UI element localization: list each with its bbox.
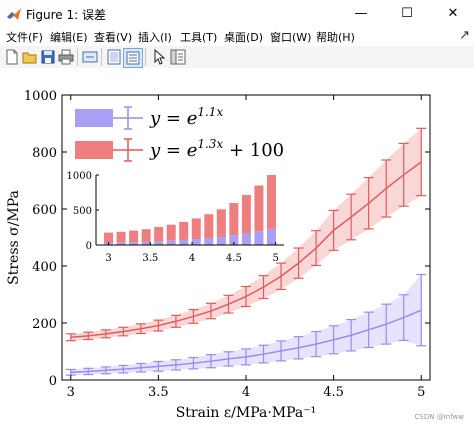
menu-edit[interactable]: 编辑(E) [50,31,88,44]
inset-bar-series1 [216,236,226,245]
legend-label-1: y = e1.1x [149,105,223,129]
inset-x-tick-label: 3 [105,253,111,264]
toolbar-separator [145,48,146,66]
inset-y-tick-label: 0 [86,241,92,252]
inset-bar-series1 [141,241,151,245]
inset-x-tick-label: 5 [272,253,278,264]
y-tick-label: 1000 [24,89,57,104]
close-button[interactable]: ✕ [447,6,459,21]
menu-tools[interactable]: 工具(T) [180,31,218,44]
inset-bar-series1 [154,241,164,245]
inset-bar-series1 [129,242,139,245]
toolbar-separator [101,48,102,66]
undock-arrow-icon[interactable]: ↗ [459,28,470,43]
matlab-logo-icon [7,8,21,20]
inset-bar-series1 [241,233,251,245]
inset-x-tick-label: 4.5 [226,253,242,264]
inset-bar-series2 [179,221,189,240]
menu-bar: 文件(F) 编辑(E) 查看(V) 插入(I) 工具(T) 桌面(D) 窗口(W… [0,28,474,46]
inset-bar-series1 [166,240,176,245]
inset-bar-series2 [229,203,239,236]
inset-bar-series2 [116,231,126,243]
inset-bar-series2 [241,194,251,234]
inset-x-tick-label: 4 [189,253,195,264]
x-tick-label: 5 [417,385,425,400]
y-tick-label: 600 [32,203,57,218]
inset-y-tick-label: 500 [73,206,92,217]
figure-toolbar [0,46,474,69]
inset-bar-series2 [191,218,201,240]
inset-bar-series2 [104,232,114,244]
y-tick-label: 0 [49,374,57,389]
print-icon[interactable] [57,48,75,66]
inset-bar-series2 [154,226,164,242]
menu-help[interactable]: 帮助(H) [316,31,355,44]
legend-patch-2 [75,141,113,159]
menu-view[interactable]: 查看(V) [94,31,133,44]
toolbar-separator [77,48,78,66]
x-axis-label: Strain ε/MPa·MPa⁻¹ [176,405,317,421]
figure-canvas: 3 3.5 4 4.5 5 0 200 400 600 800 1000 Strain ε/MPa·M… [0,68,474,424]
chart-svg: 3 3.5 4 4.5 5 0 200 400 600 800 1000 Strain ε/MPa·M… [6,89,431,421]
menu-desktop[interactable]: 桌面(D) [224,31,264,44]
inset-bar-series1 [179,239,189,245]
window-title: Figure 1: 误差 [26,8,106,22]
x-tick-label: 3.5 [148,385,169,400]
title-bar: Figure 1: 误差 — ☐ ✕ [0,0,474,28]
inset-bar-series1 [266,228,276,245]
inset-bar-series2 [129,230,139,243]
inset-bar-series2 [254,185,264,232]
property-inspector-icon[interactable] [169,48,187,66]
inset-y-tick-label: 1000 [67,171,92,182]
maximize-button[interactable]: ☐ [401,6,413,21]
inset-bar-series1 [229,235,239,245]
open-file-icon[interactable] [21,48,39,66]
inset-bar-series1 [191,239,201,245]
inset-bar-series2 [216,209,226,237]
plot-browser-icon[interactable] [123,48,143,68]
inset-bar-series2 [204,214,214,238]
y-axis-label: Stress σ/MPa [6,190,22,285]
save-icon[interactable] [39,48,57,66]
legend-label-2: y = e1.3x + 100 [149,137,284,161]
menu-file[interactable]: 文件(F) [6,31,43,44]
link-icon[interactable] [81,48,99,66]
minimize-button[interactable]: — [354,6,368,21]
inset-bar-series2 [266,175,276,229]
inset-bar-series1 [204,238,214,245]
new-figure-icon[interactable] [3,48,21,66]
menu-insert[interactable]: 插入(I) [138,31,172,44]
inset-bar-series1 [254,231,264,245]
y-tick-label: 200 [32,317,57,332]
menu-window[interactable]: 窗口(W) [270,31,312,44]
inset-x-tick-label: 3.5 [142,253,158,264]
inset-bar-series2 [141,229,151,242]
x-tick-label: 3 [67,385,75,400]
figure-toolbar-icon[interactable] [105,48,123,66]
y-tick-label: 800 [32,146,57,161]
x-tick-label: 4 [242,385,250,400]
watermark-text: CSDN @Infww [414,413,464,421]
x-tick-label: 4.5 [323,385,344,400]
inset-bar-series2 [166,224,176,241]
y-tick-label: 400 [32,260,57,275]
legend-patch-1 [75,109,113,127]
select-arrow-icon[interactable] [150,48,168,66]
inset-bar-series1 [116,242,126,245]
